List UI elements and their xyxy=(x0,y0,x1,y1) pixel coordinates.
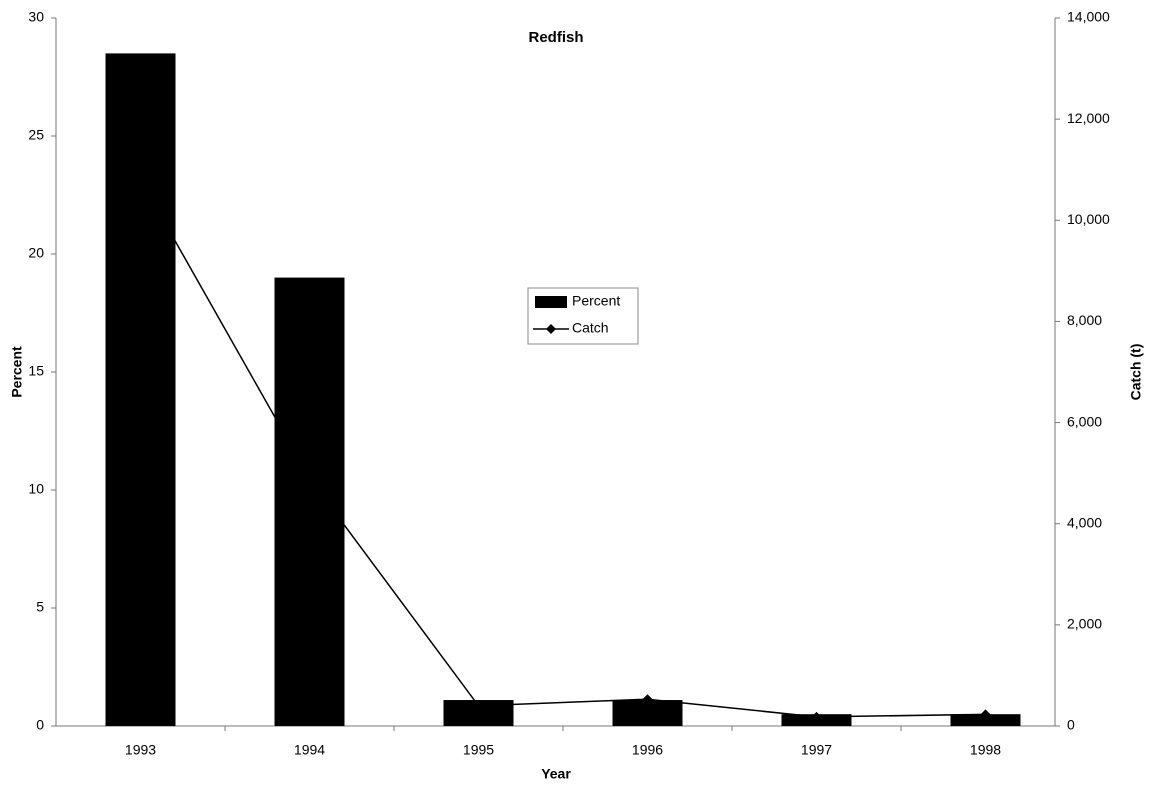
x-tick-label: 1996 xyxy=(632,742,663,758)
legend-label: Catch xyxy=(572,320,609,336)
legend-label: Percent xyxy=(572,293,620,309)
y2-tick-label: 0 xyxy=(1067,717,1075,733)
marker xyxy=(811,711,822,722)
marker xyxy=(980,709,991,720)
bar xyxy=(274,277,345,726)
y-axis-label: Percent xyxy=(9,346,25,398)
x-tick-label: 1994 xyxy=(294,742,325,758)
marker xyxy=(304,473,315,484)
bar xyxy=(105,53,176,726)
line xyxy=(139,179,986,718)
marker xyxy=(642,694,653,705)
y2-tick-label: 8,000 xyxy=(1067,312,1102,328)
y-tick-label: 5 xyxy=(36,599,44,615)
y-tick-label: 30 xyxy=(28,9,44,25)
marker xyxy=(473,700,484,711)
x-tick-label: 1998 xyxy=(970,742,1001,758)
legend-marker xyxy=(546,324,556,334)
x-tick-label: 1997 xyxy=(801,742,832,758)
y-tick-label: 0 xyxy=(36,717,44,733)
y2-tick-label: 2,000 xyxy=(1067,616,1102,632)
y-tick-label: 20 xyxy=(28,245,44,261)
legend-swatch xyxy=(535,296,567,308)
chart-title: Redfish xyxy=(528,29,583,46)
y2-tick-label: 6,000 xyxy=(1067,413,1102,429)
marker xyxy=(135,174,146,185)
x-tick-label: 1995 xyxy=(463,742,494,758)
y2-tick-label: 10,000 xyxy=(1067,211,1110,227)
bar xyxy=(950,714,1021,726)
y-tick-label: 10 xyxy=(28,481,44,497)
y2-tick-label: 12,000 xyxy=(1067,110,1110,126)
y2-tick-label: 14,000 xyxy=(1067,9,1110,25)
x-axis-label: Year xyxy=(541,766,571,782)
y-tick-label: 15 xyxy=(28,363,44,379)
y2-axis-label: Catch (t) xyxy=(1128,344,1144,401)
y2-tick-label: 4,000 xyxy=(1067,514,1102,530)
bar xyxy=(612,700,683,726)
y-tick-label: 25 xyxy=(28,127,44,143)
x-tick-label: 1993 xyxy=(125,742,156,758)
